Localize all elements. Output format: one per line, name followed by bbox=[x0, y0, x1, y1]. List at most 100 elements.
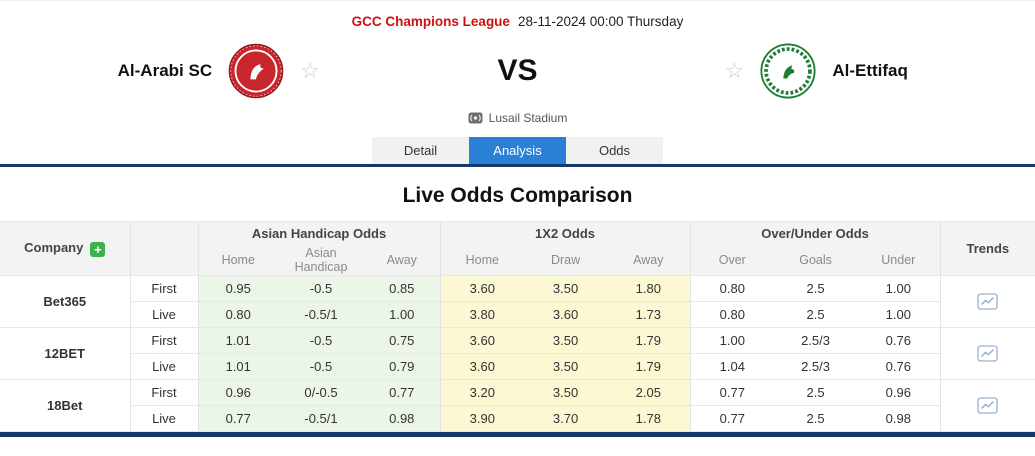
company-header-label: Company bbox=[24, 239, 84, 255]
company-name[interactable]: 12BET bbox=[44, 345, 85, 361]
company-name[interactable]: 18Bet bbox=[47, 397, 83, 413]
odds-value: 0.80 bbox=[689, 275, 775, 301]
odds-value: 3.20 bbox=[439, 379, 525, 405]
row-type-label: First bbox=[129, 275, 198, 301]
home-team: Al-Arabi SC ☆ bbox=[0, 43, 438, 99]
odds-value: 2.5/3 bbox=[801, 332, 830, 348]
away-favorite-star-icon[interactable]: ☆ bbox=[724, 58, 745, 83]
row-type-label: First bbox=[129, 379, 198, 405]
bottom-divider-bar bbox=[0, 431, 1035, 437]
home-team-name: Al-Arabi SC bbox=[117, 61, 213, 80]
odds-value: -0.5/1 bbox=[278, 405, 364, 431]
odds-value: -0.5 bbox=[278, 327, 364, 353]
subheader-ah-handicap: Asian Handicap bbox=[278, 244, 364, 275]
odds-value: 2.05 bbox=[607, 379, 691, 405]
odds-value: 0.98 bbox=[885, 410, 911, 426]
subheader-1x2-draw: Draw bbox=[524, 244, 608, 275]
odds-value: 1.01 bbox=[197, 353, 278, 379]
odds-value: 3.60 bbox=[439, 353, 525, 379]
venue-broadcast-icon bbox=[468, 112, 483, 124]
odds-value: 1.79 bbox=[607, 353, 691, 379]
odds-value: 0.80 bbox=[197, 301, 278, 327]
odds-value: 0.85 bbox=[364, 275, 441, 301]
league-name: GCC Champions League bbox=[351, 14, 510, 29]
1x2-group-header: 1X2 Odds bbox=[439, 221, 691, 245]
odds-value: 3.60 bbox=[439, 275, 525, 301]
odds-value: 1.00 bbox=[364, 301, 441, 327]
tab-odds[interactable]: Odds bbox=[566, 137, 663, 164]
odds-value: 1.73 bbox=[607, 301, 691, 327]
away-team-crest-icon bbox=[760, 43, 816, 99]
odds-value: 0.76 bbox=[885, 332, 911, 348]
odds-value: 3.50 bbox=[524, 327, 608, 353]
subheader-1x2-away: Away bbox=[607, 244, 691, 275]
odds-value: 0.77 bbox=[364, 379, 441, 405]
odds-value: 1.00 bbox=[885, 306, 911, 322]
odds-table-row: Bet365 First 0.95 -0.5 0.85 3.60 3.50 1.80 0.80 2… bbox=[0, 275, 1035, 327]
trend-chart-icon[interactable] bbox=[939, 379, 1035, 431]
odds-value: 0.95 bbox=[197, 275, 278, 301]
row-type-label: Live bbox=[129, 301, 198, 327]
subheader-ah-away: Away bbox=[364, 244, 441, 275]
odds-value: 0.76 bbox=[885, 358, 911, 374]
odds-value: 3.50 bbox=[524, 353, 608, 379]
row-type-column-header bbox=[129, 221, 198, 275]
asian-handicap-group-header: Asian Handicap Odds bbox=[197, 221, 441, 245]
odds-table-row: Live 1.01 -0.5 0.79 3.60 3.50 1.79 1.04 2.5/3 0.7… bbox=[0, 353, 1035, 379]
odds-value: 0.80 bbox=[689, 301, 775, 327]
row-type-label: Live bbox=[129, 353, 198, 379]
venue-name: Lusail Stadium bbox=[488, 111, 568, 125]
odds-value: 3.50 bbox=[524, 275, 608, 301]
odds-comparison-table: Company + Asian Handicap Odds 1X2 Odds Ov… bbox=[0, 221, 1035, 432]
odds-value: 3.60 bbox=[524, 301, 608, 327]
odds-value: 2.5 bbox=[806, 280, 825, 296]
trend-chart-icon[interactable] bbox=[939, 327, 1035, 379]
company-name[interactable]: Bet365 bbox=[43, 293, 87, 309]
odds-value: 3.80 bbox=[439, 301, 525, 327]
teams-row: Al-Arabi SC ☆ VS ☆ Al-Ettifaq bbox=[0, 33, 1035, 109]
odds-value: -0.5 bbox=[278, 353, 364, 379]
add-company-plus-icon[interactable]: + bbox=[90, 241, 106, 257]
trends-column-header: Trends bbox=[939, 221, 1035, 275]
odds-value: 1.79 bbox=[607, 327, 691, 353]
match-datetime: 28-11-2024 00:00 Thursday bbox=[517, 14, 684, 29]
odds-table-row: 12BET First 1.01 -0.5 0.75 3.60 3.50 1.79 1.00 2.… bbox=[0, 327, 1035, 379]
odds-value: 1.00 bbox=[689, 327, 775, 353]
odds-value: 0.79 bbox=[364, 353, 441, 379]
odds-value: 2.5 bbox=[806, 306, 825, 322]
subheader-ou-goals: Goals bbox=[774, 244, 858, 275]
odds-value: 3.90 bbox=[439, 405, 525, 431]
subheader-ah-home: Home bbox=[197, 244, 278, 275]
subheader-ou-over: Over bbox=[689, 244, 775, 275]
vs-label: VS bbox=[497, 54, 538, 87]
odds-value: 2.5 bbox=[806, 384, 825, 400]
section-title: Live Odds Comparison bbox=[402, 184, 633, 207]
subheader-ou-under: Under bbox=[857, 244, 941, 275]
odds-value: 1.01 bbox=[197, 327, 278, 353]
odds-value: 2.5/3 bbox=[801, 358, 830, 374]
home-team-crest-icon bbox=[228, 43, 284, 99]
away-team-name: Al-Ettifaq bbox=[832, 61, 908, 80]
odds-value: 0.75 bbox=[364, 327, 441, 353]
odds-value: 0.96 bbox=[197, 379, 278, 405]
tab-bar: Detail Analysis Odds bbox=[0, 137, 1035, 164]
odds-value: 2.5 bbox=[806, 410, 825, 426]
odds-value: 1.80 bbox=[607, 275, 691, 301]
tab-analysis[interactable]: Analysis bbox=[469, 137, 566, 164]
home-favorite-star-icon[interactable]: ☆ bbox=[300, 58, 320, 83]
odds-value: -0.5 bbox=[278, 275, 364, 301]
trend-chart-icon[interactable] bbox=[939, 275, 1035, 327]
odds-value: 0.77 bbox=[689, 405, 775, 431]
company-column-header: Company + bbox=[0, 221, 130, 275]
odds-value: 0.98 bbox=[364, 405, 441, 431]
odds-value: 0.77 bbox=[689, 379, 775, 405]
odds-value: 0.77 bbox=[197, 405, 278, 431]
row-type-label: First bbox=[129, 327, 198, 353]
over-under-group-header: Over/Under Odds bbox=[689, 221, 941, 245]
tab-divider-line bbox=[0, 164, 1035, 167]
odds-value: 1.04 bbox=[689, 353, 775, 379]
odds-value: 1.78 bbox=[607, 405, 691, 431]
odds-value: 0.96 bbox=[885, 384, 911, 400]
tab-detail[interactable]: Detail bbox=[372, 137, 469, 164]
odds-value: 1.00 bbox=[885, 280, 911, 296]
